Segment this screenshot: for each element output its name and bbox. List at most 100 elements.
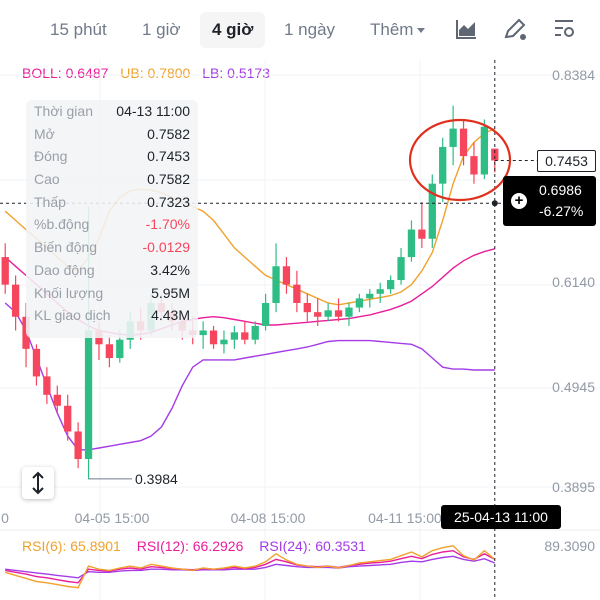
tooltip-rows: Thời gian 04-13 11:00 Mở 0.7582 Đóng 0.7453 Ca… bbox=[26, 100, 198, 327]
crosshair-price-tag: + 0.6986 -6.27% bbox=[503, 176, 596, 226]
tooltip-value: -0.0129 bbox=[142, 239, 190, 256]
candle-body bbox=[220, 339, 228, 345]
tooltip-value: 04-13 11:00 bbox=[116, 103, 190, 119]
rsi6-line bbox=[5, 545, 496, 589]
tab-1-hour[interactable]: 1 giờ bbox=[142, 20, 181, 39]
tooltip-row: Thời gian 04-13 11:00 bbox=[26, 100, 198, 123]
ub-value: UB: 0.7800 bbox=[120, 65, 191, 81]
candle-body bbox=[386, 280, 395, 290]
price-axis-label: 0.8384 bbox=[552, 67, 595, 83]
tooltip-row: Thấp 0.7323 bbox=[26, 191, 198, 214]
candle-body bbox=[407, 229, 416, 258]
candle-body bbox=[491, 148, 499, 161]
tooltip-value: 5.95M bbox=[151, 284, 190, 301]
more-timeframes-dropdown[interactable]: Thêm bbox=[358, 12, 437, 48]
tooltip-value: 0.7453 bbox=[147, 148, 190, 165]
candle-body bbox=[314, 312, 322, 317]
rsi24-line bbox=[5, 555, 496, 579]
candle-body bbox=[303, 302, 311, 313]
crosshair-date-tag: 25-04-13 11:00 bbox=[441, 505, 561, 529]
tab-1-day[interactable]: 1 ngày bbox=[284, 20, 336, 39]
time-axis-label: 0 bbox=[1, 510, 9, 526]
price-axis-label: 0.6140 bbox=[552, 274, 595, 290]
tooltip-value: -1.70% bbox=[145, 216, 190, 233]
current-price-tag: 0.7453 bbox=[537, 150, 596, 172]
candle-body bbox=[282, 266, 291, 285]
candle-body bbox=[428, 183, 436, 239]
candle-body bbox=[355, 298, 364, 308]
candle-body bbox=[470, 156, 478, 175]
tooltip-value: 0.7323 bbox=[147, 193, 190, 210]
candle-body bbox=[449, 128, 457, 147]
candle-body bbox=[418, 229, 426, 239]
timeframe-toolbar: 15 phút 1 giờ 4 giờ 1 ngày Thêm bbox=[0, 0, 600, 60]
tooltip-value: 4.43M bbox=[151, 307, 190, 324]
vertical-arrows-icon bbox=[32, 471, 44, 495]
crosshair-dot bbox=[491, 200, 498, 207]
ohlc-tooltip: Thời gian 04-13 11:00 Mở 0.7582 Đóng 0.7453 Ca… bbox=[26, 100, 198, 338]
candle-body bbox=[11, 284, 20, 317]
tooltip-value: 0.7582 bbox=[147, 171, 190, 188]
tooltip-label: Biến động bbox=[34, 239, 98, 256]
chart-type-icon[interactable] bbox=[453, 16, 479, 42]
candle-body bbox=[1, 257, 9, 285]
highlight-ellipse bbox=[408, 118, 512, 202]
crosshair-price: 0.6986 bbox=[539, 182, 582, 198]
tooltip-label: Cao bbox=[34, 171, 60, 188]
candle-body bbox=[209, 330, 218, 345]
candle-body bbox=[43, 376, 51, 395]
tooltip-row: %b.động -1.70% bbox=[26, 213, 198, 236]
lb-value: LB: 0.5173 bbox=[202, 65, 270, 81]
tooltip-label: Thấp bbox=[34, 193, 66, 210]
more-label: Thêm bbox=[370, 20, 414, 39]
drawing-tools-icon[interactable] bbox=[502, 16, 528, 42]
rsi-lines bbox=[5, 545, 496, 589]
add-alert-icon[interactable]: + bbox=[511, 193, 527, 209]
tooltip-row: Cao 0.7582 bbox=[26, 168, 198, 191]
candle-body bbox=[293, 284, 301, 303]
time-axis-label: 04-11 15:00 bbox=[368, 510, 442, 526]
candle-body bbox=[199, 330, 207, 336]
candle-body bbox=[64, 405, 72, 432]
candle-body bbox=[334, 310, 343, 317]
candle-body bbox=[105, 344, 114, 359]
axis-labels: 0.8384 0.6140 0.4945 0.3895 0 04-05 15:00 04-0… bbox=[1, 67, 595, 554]
tooltip-row: KL giao dịch 4.43M bbox=[26, 304, 198, 327]
resize-handle-button[interactable] bbox=[22, 467, 54, 499]
rsi6-value: RSI(6): 65.8901 bbox=[22, 538, 121, 554]
time-axis-label: 04-05 15:00 bbox=[75, 510, 150, 526]
tab-4-hours[interactable]: 4 giờ bbox=[200, 12, 266, 48]
rsi-legend: RSI(6): 65.8901 RSI(12): 66.2926 RSI(24)… bbox=[22, 538, 378, 554]
tooltip-label: Thời gian bbox=[34, 103, 93, 119]
tooltip-row: Mở 0.7582 bbox=[26, 123, 198, 146]
tooltip-row: Dao động 3.42% bbox=[26, 259, 198, 282]
tooltip-row: Đóng 0.7453 bbox=[26, 145, 198, 168]
tooltip-label: Dao động bbox=[34, 261, 95, 278]
rsi24-value: RSI(24): 60.3531 bbox=[259, 538, 366, 554]
price-axis-label: 0.4945 bbox=[552, 379, 595, 395]
tab-15-minutes[interactable]: 15 phút bbox=[50, 20, 107, 39]
candle-body bbox=[53, 394, 61, 406]
candle-body bbox=[261, 302, 270, 326]
candle-body bbox=[376, 289, 384, 294]
candle-body bbox=[459, 128, 468, 157]
indicator-settings-icon[interactable] bbox=[551, 16, 577, 42]
boll-legend: BOLL: 0.6487 UB: 0.7800 LB: 0.5173 bbox=[22, 65, 278, 81]
boll-value: BOLL: 0.6487 bbox=[22, 65, 109, 81]
rsi-axis-label: 89.3090 bbox=[544, 538, 595, 554]
candle-body bbox=[439, 146, 447, 184]
candle-body bbox=[366, 293, 374, 299]
candle-body bbox=[230, 332, 239, 340]
candle-body bbox=[32, 348, 41, 377]
tooltip-value: 3.42% bbox=[150, 261, 190, 278]
crosshair-change: -6.27% bbox=[539, 203, 584, 219]
candle-body bbox=[251, 325, 259, 340]
tooltip-label: Khối lượng bbox=[34, 284, 104, 301]
tooltip-label: KL giao dịch bbox=[34, 307, 111, 324]
rsi12-line bbox=[5, 549, 496, 584]
candle-body bbox=[84, 330, 93, 460]
low-price-label: 0.3984 bbox=[135, 471, 178, 487]
time-axis-label: 04-08 15:00 bbox=[231, 510, 306, 526]
tooltip-row: Biến động -0.0129 bbox=[26, 236, 198, 259]
candle-body bbox=[397, 257, 405, 281]
